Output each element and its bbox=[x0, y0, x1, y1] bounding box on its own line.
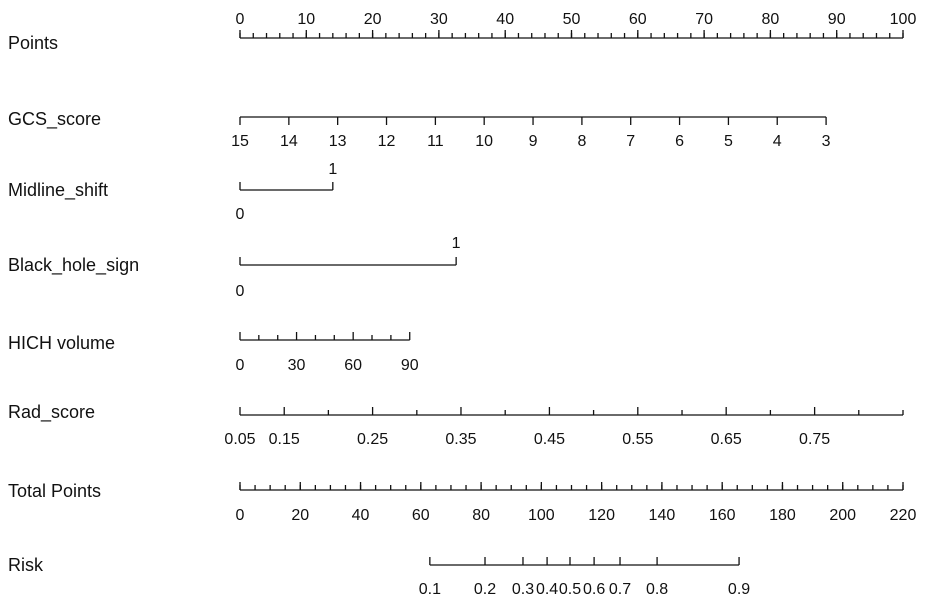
row-name: Points bbox=[8, 33, 58, 53]
tick-label: 1 bbox=[328, 161, 337, 178]
tick-label: 8 bbox=[577, 133, 586, 150]
tick-label: 0.6 bbox=[583, 581, 605, 598]
tick-label: 12 bbox=[378, 133, 396, 150]
tick-label: 80 bbox=[472, 507, 490, 524]
row-name: HICH volume bbox=[8, 333, 115, 353]
tick-label: 20 bbox=[291, 507, 309, 524]
tick-label: 80 bbox=[762, 11, 780, 28]
tick-label: 0.55 bbox=[622, 431, 653, 448]
tick-label: 0.35 bbox=[445, 431, 476, 448]
tick-label: 5 bbox=[724, 133, 733, 150]
tick-label: 70 bbox=[695, 11, 713, 28]
tick-label: 0.7 bbox=[609, 581, 631, 598]
tick-label: 6 bbox=[675, 133, 684, 150]
tick-label: 200 bbox=[829, 507, 856, 524]
tick-label: 14 bbox=[280, 133, 298, 150]
tick-label: 40 bbox=[496, 11, 514, 28]
tick-label: 7 bbox=[626, 133, 635, 150]
tick-label: 180 bbox=[769, 507, 796, 524]
tick-label: 0.2 bbox=[474, 581, 496, 598]
tick-label: 0.9 bbox=[728, 581, 750, 598]
tick-label: 0.5 bbox=[559, 581, 581, 598]
tick-label: 0 bbox=[236, 11, 245, 28]
tick-label: 0.8 bbox=[646, 581, 668, 598]
tick-label: 0.25 bbox=[357, 431, 388, 448]
row-name: Black_hole_sign bbox=[8, 255, 139, 276]
tick-label: 9 bbox=[529, 133, 538, 150]
tick-label: 1 bbox=[452, 235, 461, 252]
tick-label: 0.45 bbox=[534, 431, 565, 448]
row-name: Midline_shift bbox=[8, 180, 108, 201]
tick-label: 0 bbox=[236, 206, 245, 223]
tick-label: 0 bbox=[236, 507, 245, 524]
tick-label: 90 bbox=[828, 11, 846, 28]
row-name: Total Points bbox=[8, 481, 101, 501]
tick-label: 30 bbox=[288, 357, 306, 374]
tick-label: 100 bbox=[890, 11, 917, 28]
tick-label: 60 bbox=[412, 507, 430, 524]
tick-label: 30 bbox=[430, 11, 448, 28]
tick-label: 90 bbox=[401, 357, 419, 374]
tick-label: 10 bbox=[297, 11, 315, 28]
tick-label: 120 bbox=[588, 507, 615, 524]
row-name: Risk bbox=[8, 555, 44, 575]
tick-label: 13 bbox=[329, 133, 347, 150]
tick-label: 0 bbox=[236, 283, 245, 300]
tick-label: 0.3 bbox=[512, 581, 534, 598]
tick-label: 100 bbox=[528, 507, 555, 524]
tick-label: 0.05 bbox=[224, 431, 255, 448]
tick-label: 0.15 bbox=[269, 431, 300, 448]
tick-label: 0 bbox=[236, 357, 245, 374]
row-name: GCS_score bbox=[8, 109, 101, 130]
tick-label: 10 bbox=[475, 133, 493, 150]
tick-label: 140 bbox=[649, 507, 676, 524]
tick-label: 3 bbox=[822, 133, 831, 150]
tick-label: 0.65 bbox=[711, 431, 742, 448]
tick-label: 0.75 bbox=[799, 431, 830, 448]
row-name: Rad_score bbox=[8, 402, 95, 423]
tick-label: 160 bbox=[709, 507, 736, 524]
tick-label: 60 bbox=[344, 357, 362, 374]
tick-label: 15 bbox=[231, 133, 249, 150]
tick-label: 20 bbox=[364, 11, 382, 28]
tick-label: 4 bbox=[773, 133, 782, 150]
tick-label: 0.1 bbox=[419, 581, 441, 598]
tick-label: 60 bbox=[629, 11, 647, 28]
tick-label: 50 bbox=[563, 11, 581, 28]
tick-label: 40 bbox=[352, 507, 370, 524]
tick-label: 0.4 bbox=[536, 581, 558, 598]
tick-label: 220 bbox=[890, 507, 917, 524]
tick-label: 11 bbox=[427, 133, 444, 150]
